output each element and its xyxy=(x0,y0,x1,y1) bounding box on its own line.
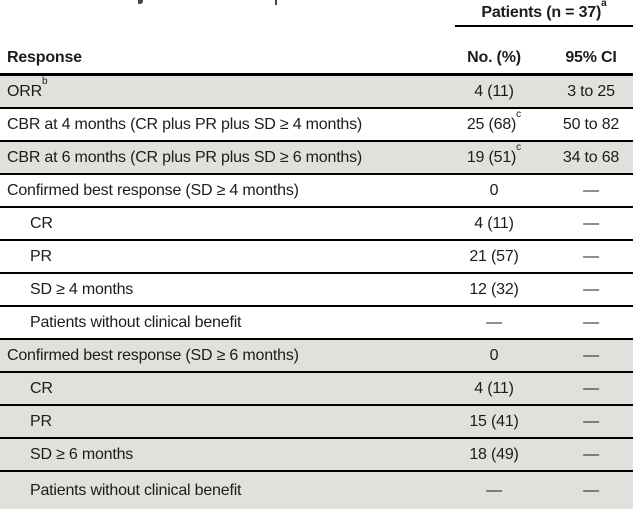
row-confirmed-best-response-4mo: Confirmed best response (SD ≥ 4 months) … xyxy=(0,175,633,208)
column-header-row: Response No. (%) 95% CI xyxy=(0,34,633,76)
no-pct-cell: 21 (57) xyxy=(469,247,519,265)
response-cell: CBR at 6 months (CR plus PR plus SD ≥ 6 … xyxy=(7,148,363,166)
response-cell: SD ≥ 4 months xyxy=(30,280,134,298)
no-pct-cell: 15 (41) xyxy=(469,412,519,430)
ci-cell: — xyxy=(583,346,599,364)
ci-cell: — xyxy=(583,280,599,298)
footnote-marker-a: a xyxy=(601,0,607,9)
row-pr-4mo: PR 21 (57) — xyxy=(0,241,633,274)
ci-cell: — xyxy=(583,247,599,265)
footnote-marker-c: c xyxy=(516,142,522,154)
footnote-marker-c: c xyxy=(516,109,522,121)
ci-cell: 50 to 82 xyxy=(562,115,620,133)
row-cr-6mo: CR 4 (11) — xyxy=(0,373,633,406)
response-cell: Confirmed best response (SD ≥ 4 months) xyxy=(7,181,299,199)
no-pct-cell: 12 (32) xyxy=(469,280,519,298)
no-pct-cell: 25 (68)c xyxy=(466,109,522,133)
no-pct-cell: 4 (11) xyxy=(474,82,514,100)
column-header-no-pct: No. (%) xyxy=(467,49,521,66)
ci-cell: — xyxy=(583,214,599,232)
no-pct-cell: 18 (49) xyxy=(469,445,519,463)
response-cell: PR xyxy=(30,412,52,430)
ci-cell: — xyxy=(583,379,599,397)
row-confirmed-best-response-6mo: Confirmed best response (SD ≥ 6 months) … xyxy=(0,340,633,373)
row-pr-6mo: PR 15 (41) — xyxy=(0,406,633,439)
row-sd-4mo: SD ≥ 4 months 12 (32) — xyxy=(0,274,633,307)
column-header-response: Response xyxy=(7,49,82,66)
row-no-clinical-benefit-6mo: Patients without clinical benefit — — xyxy=(0,472,633,509)
ci-cell: — xyxy=(583,481,599,499)
response-cell: Confirmed best response (SD ≥ 6 months) xyxy=(7,346,299,364)
response-cell: PR xyxy=(30,247,52,265)
response-cell: CR xyxy=(30,379,53,397)
row-cbr-4mo: CBR at 4 months (CR plus PR plus SD ≥ 4 … xyxy=(0,109,633,142)
ci-cell: 3 to 25 xyxy=(567,82,615,100)
row-orr: ORRb 4 (11) 3 to 25 xyxy=(0,76,633,109)
footnote-marker-b: b xyxy=(41,76,48,88)
no-pct-cell: 4 (11) xyxy=(474,214,514,232)
patients-group-header-label: Patients (n = 37) xyxy=(481,4,602,21)
no-pct-cell: 19 (51)c xyxy=(466,142,522,166)
row-cr-4mo: CR 4 (11) — xyxy=(0,208,633,241)
response-cell: Patients without clinical benefit xyxy=(30,313,242,331)
ci-cell: — xyxy=(583,412,599,430)
response-cell: CR xyxy=(30,214,53,232)
row-sd-6mo: SD ≥ 6 months 18 (49) — xyxy=(0,439,633,472)
response-cell: CBR at 4 months (CR plus PR plus SD ≥ 4 … xyxy=(7,115,363,133)
response-cell: SD ≥ 6 months xyxy=(30,445,134,463)
cropped-title-fragment xyxy=(275,0,277,5)
no-pct-cell: 0 xyxy=(489,181,499,199)
ci-cell: — xyxy=(583,313,599,331)
no-pct-cell: — xyxy=(486,313,502,331)
row-no-clinical-benefit-4mo: Patients without clinical benefit — — xyxy=(0,307,633,340)
no-pct-cell: — xyxy=(486,481,502,499)
column-header-ci: 95% CI xyxy=(565,49,617,66)
row-cbr-6mo: CBR at 6 months (CR plus PR plus SD ≥ 6 … xyxy=(0,142,633,175)
ci-cell: — xyxy=(583,181,599,199)
no-pct-cell: 4 (11) xyxy=(474,379,514,397)
cropped-title-fragment xyxy=(138,0,143,4)
ci-cell: — xyxy=(583,445,599,463)
table-body: ORRb 4 (11) 3 to 25 CBR at 4 months (CR … xyxy=(0,76,633,509)
no-pct-cell: 0 xyxy=(489,346,499,364)
ci-cell: 34 to 68 xyxy=(562,148,620,166)
patients-group-header: Patients (n = 37)a xyxy=(455,0,633,27)
response-cell: ORRb xyxy=(7,76,48,100)
response-cell: Patients without clinical benefit xyxy=(30,481,242,499)
